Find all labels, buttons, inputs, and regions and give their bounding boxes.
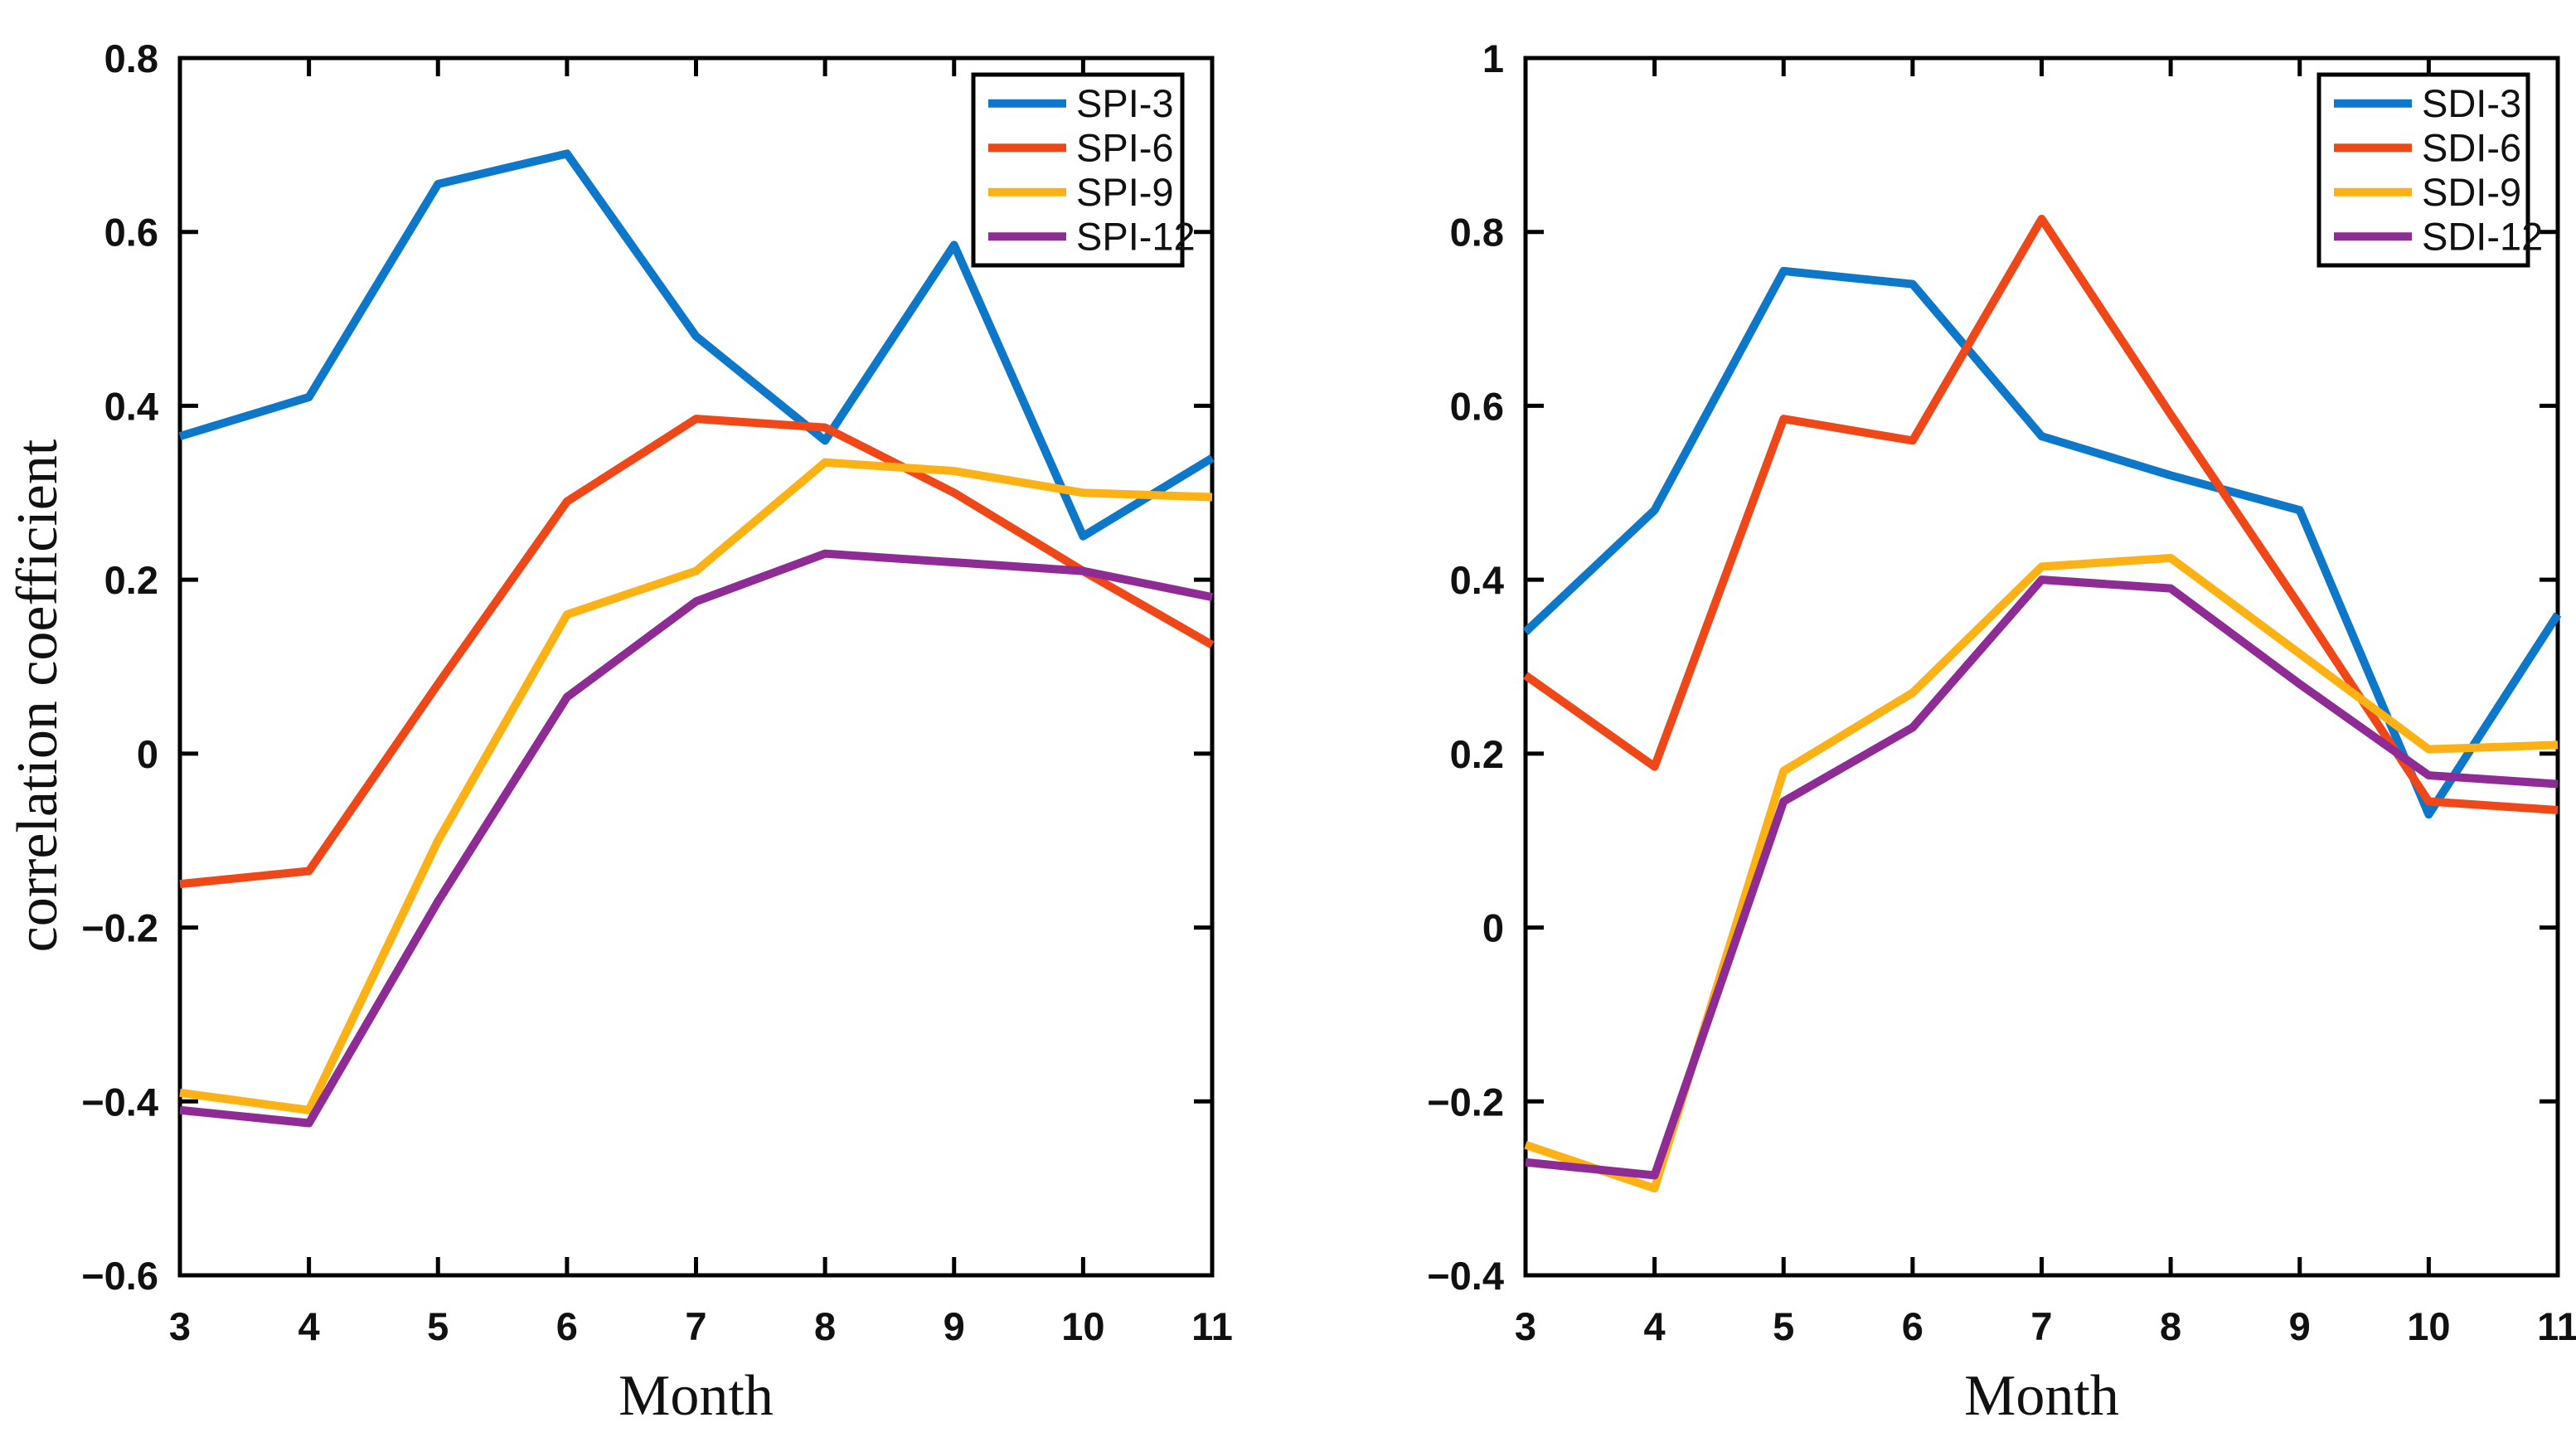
y-tick-label: 0.6 <box>1450 384 1504 428</box>
y-tick-label: 0.2 <box>1450 732 1504 776</box>
legend-label-SDI-9: SDI-9 <box>2422 170 2521 214</box>
y-tick-label: 0.2 <box>104 558 158 602</box>
x-tick-label: 10 <box>2407 1304 2450 1348</box>
y-tick-label: −0.2 <box>1427 1080 1504 1124</box>
y-tick-label: −0.2 <box>81 906 158 950</box>
x-tick-label: 9 <box>2289 1304 2311 1348</box>
legend-label-SDI-3: SDI-3 <box>2422 81 2521 125</box>
y-tick-label: −0.6 <box>81 1254 158 1298</box>
series-SPI-9 <box>179 458 1213 1114</box>
series-SPI-12 <box>179 549 1213 1128</box>
series-SPI-6 <box>179 415 1215 889</box>
series-SDI-6 <box>1523 214 2559 815</box>
y-tick-label: 0.6 <box>104 211 158 255</box>
x-tick-label: 8 <box>2160 1304 2181 1348</box>
x-tick-label: 6 <box>556 1304 578 1348</box>
x-tick-label: 7 <box>685 1304 706 1348</box>
series-SPI-3 <box>178 149 1215 541</box>
y-tick-label: 0.8 <box>1450 211 1504 255</box>
y-tick-label: −0.4 <box>1427 1254 1504 1298</box>
legend-label-SDI-6: SDI-6 <box>2422 125 2521 169</box>
x-tick-label: 4 <box>298 1304 320 1348</box>
y-tick-label: 0.4 <box>1450 558 1504 602</box>
x-tick-label: 4 <box>1644 1304 1666 1348</box>
y-axis-title: correlation coefficient <box>6 439 70 952</box>
x-tick-label: 11 <box>1191 1304 1233 1348</box>
series-SDI-12 <box>1525 575 2559 1180</box>
x-tick-label: 3 <box>1515 1304 1536 1348</box>
x-tick-label: 5 <box>1773 1304 1794 1348</box>
y-tick-label: 0.8 <box>104 36 158 80</box>
x-tick-label: 9 <box>944 1304 965 1348</box>
y-tick-label: −0.4 <box>81 1080 158 1124</box>
x-tick-label: 6 <box>1902 1304 1924 1348</box>
legend-label-SPI-6: SPI-6 <box>1076 125 1174 169</box>
x-tick-label: 11 <box>2537 1304 2576 1348</box>
y-tick-label: 1 <box>1482 36 1504 80</box>
y-tick-label: 0 <box>1482 906 1504 950</box>
x-tick-label: 7 <box>2030 1304 2052 1348</box>
legend-label-SPI-3: SPI-3 <box>1076 81 1174 125</box>
legend-label-SPI-12: SPI-12 <box>1076 214 1196 258</box>
y-tick-label: 0.4 <box>104 384 158 428</box>
legend-label-SPI-9: SPI-9 <box>1076 170 1174 214</box>
y-tick-label: 0 <box>137 732 158 776</box>
x-tick-label: 3 <box>169 1304 191 1348</box>
x-tick-label: 5 <box>427 1304 449 1348</box>
x-axis-title: Month <box>1964 1364 2119 1428</box>
x-tick-label: 10 <box>1061 1304 1104 1348</box>
x-tick-label: 8 <box>814 1304 836 1348</box>
legend-label-SDI-12: SDI-12 <box>2422 214 2543 258</box>
x-axis-title: Month <box>619 1364 774 1428</box>
